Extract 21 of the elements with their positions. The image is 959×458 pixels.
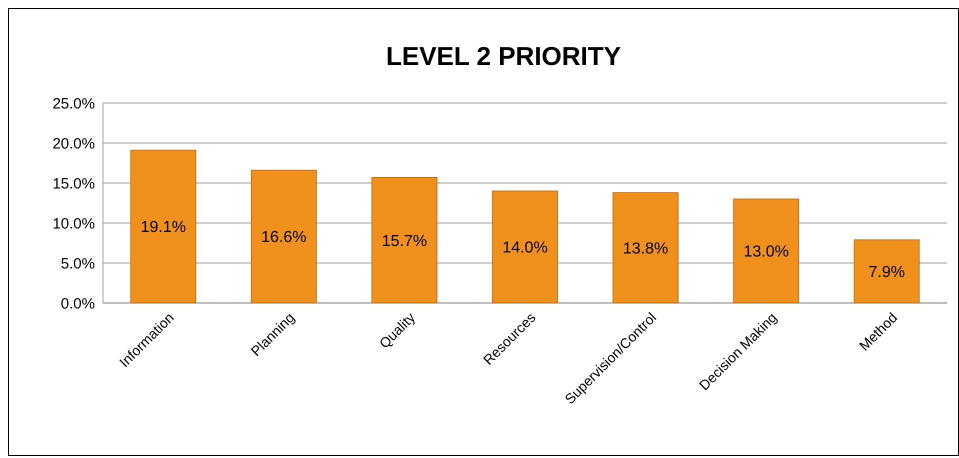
y-tick-label: 25.0%: [52, 95, 95, 112]
bar: [612, 192, 679, 304]
bar: [492, 190, 558, 304]
data-label: 14.0%: [502, 240, 548, 257]
bar: [854, 239, 920, 304]
y-tick-label: 10.0%: [52, 215, 95, 232]
y-tick-label: 15.0%: [52, 175, 95, 192]
bar: [733, 198, 800, 304]
data-label: 13.8%: [622, 240, 668, 258]
chart-title: LEVEL 2 PRIORITY: [386, 41, 622, 71]
data-label: 15.7%: [382, 232, 428, 250]
y-tick-label: 0.0%: [60, 295, 95, 312]
bar: [371, 177, 438, 304]
data-label: 16.6%: [261, 229, 307, 246]
y-tick-label: 5.0%: [60, 255, 95, 272]
bar: [250, 170, 317, 304]
data-label: 13.0%: [743, 244, 789, 261]
y-tick-label: 20.0%: [52, 135, 95, 152]
data-label: 19.1%: [140, 219, 186, 236]
data-label: 7.9%: [868, 264, 905, 281]
bar: [130, 150, 196, 304]
